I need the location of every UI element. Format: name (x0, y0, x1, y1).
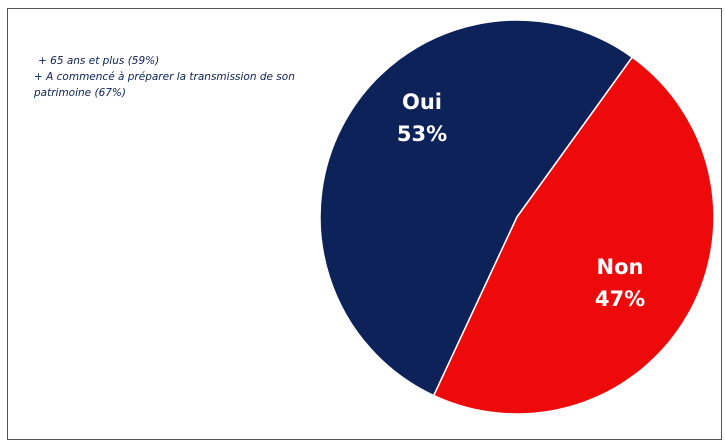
slice-value-label: 47% (595, 287, 645, 311)
pie-slice (432, 56, 715, 415)
annotation: patrimoine (67%) (33, 87, 126, 99)
annotation: + A commencé à préparer la transmission … (34, 71, 295, 83)
annotation: + 65 ans et plus (59%) (38, 55, 159, 67)
slice-category-label: Non (597, 255, 644, 279)
slice-category-label: Oui (402, 90, 442, 114)
slice-value-label: 53% (397, 122, 447, 146)
pie-slice (319, 19, 634, 397)
